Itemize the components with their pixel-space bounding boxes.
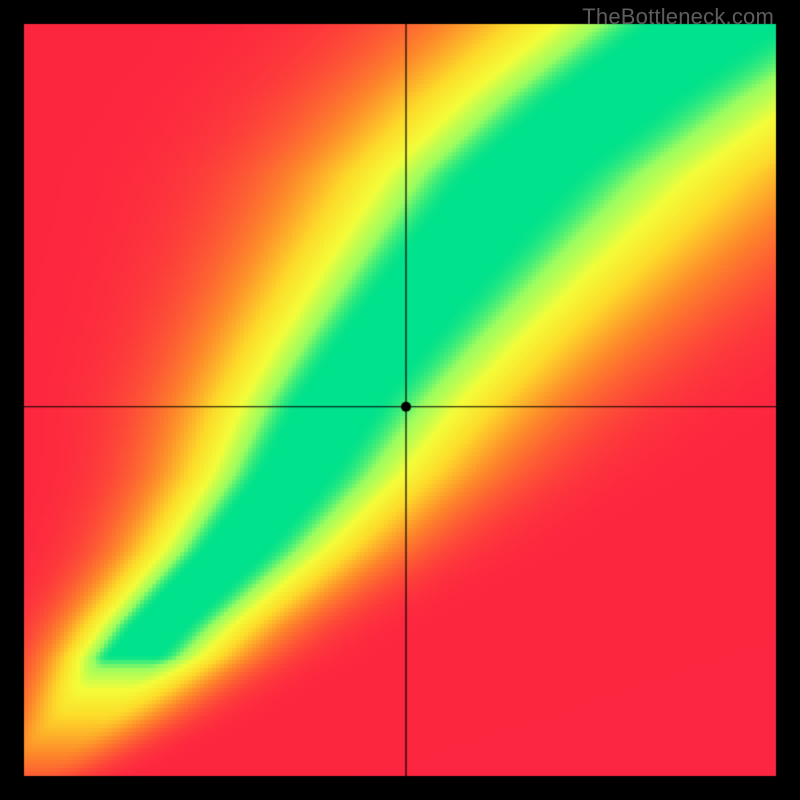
chart-container: TheBottleneck.com [0, 0, 800, 800]
heatmap-canvas [0, 0, 800, 800]
watermark-text: TheBottleneck.com [582, 4, 774, 30]
